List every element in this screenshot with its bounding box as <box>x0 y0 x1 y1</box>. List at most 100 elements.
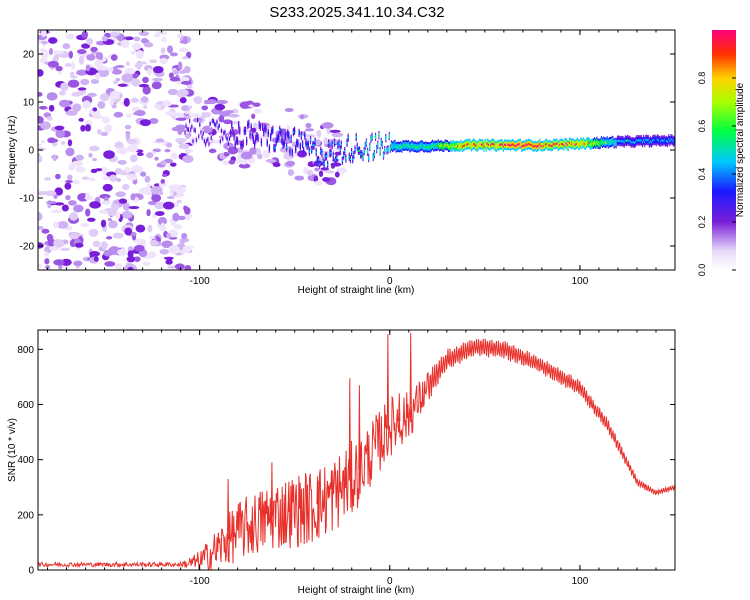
spectrogram-xtick-label: 100 <box>572 276 589 287</box>
noise-blob <box>329 129 341 133</box>
ridge-core <box>662 139 664 142</box>
ridge-core <box>552 142 555 145</box>
noise-blob <box>40 121 51 130</box>
noise-blob <box>110 202 120 212</box>
ridge-core <box>257 137 259 140</box>
ridge-core <box>353 154 355 157</box>
ridge-core <box>502 145 504 148</box>
ridge-core <box>588 141 590 144</box>
noise-blob <box>73 260 83 267</box>
noise-blob <box>64 182 72 190</box>
ridge-core <box>346 141 348 144</box>
noise-blob <box>118 198 128 204</box>
noise-blob <box>252 102 261 107</box>
ridge-core <box>446 144 449 147</box>
noise-blob <box>177 89 189 97</box>
ridge-core <box>355 136 357 139</box>
ridge-core <box>620 140 622 143</box>
ridge-core <box>404 144 406 147</box>
ridge-core <box>380 141 382 144</box>
ridge-core <box>248 122 250 125</box>
noise-blob <box>77 87 87 91</box>
ridge-core <box>429 146 431 149</box>
noise-blob <box>117 83 128 87</box>
noise-blob <box>113 111 124 118</box>
ridge-core <box>647 138 649 141</box>
ridge-core <box>606 140 608 143</box>
noise-blob <box>227 113 240 118</box>
ridge-core <box>551 144 553 147</box>
noise-blob <box>100 241 108 250</box>
noise-blob <box>174 202 180 208</box>
ridge-core <box>271 130 273 133</box>
ridge-core <box>494 145 496 148</box>
noise-blob <box>92 114 103 119</box>
colorbar-axes: 0.0 0.2 0.4 0.6 0.8 <box>697 72 736 276</box>
ridge-core <box>438 145 441 148</box>
ridge-core <box>374 135 377 138</box>
noise-blob <box>72 179 80 185</box>
ridge-core <box>640 139 642 142</box>
ridge-core <box>519 142 522 145</box>
noise-blob <box>71 160 84 167</box>
noise-blob <box>147 224 153 233</box>
ridge-core <box>212 120 215 123</box>
noise-blob <box>130 98 139 103</box>
snr-ytick-label: 400 <box>17 455 34 466</box>
noise-blob <box>125 132 131 142</box>
noise-blob <box>316 129 322 138</box>
noise-blob <box>70 61 75 70</box>
ridge-core <box>379 150 381 153</box>
noise-blob <box>89 145 100 152</box>
ridge-core <box>316 159 318 162</box>
ridge-core <box>644 140 646 143</box>
noise-blob <box>40 49 49 59</box>
noise-blob <box>135 224 146 233</box>
ridge-core <box>573 143 575 146</box>
noise-blob <box>109 98 115 106</box>
ridge-core <box>185 124 187 127</box>
ridge-core <box>376 148 378 151</box>
ridge-core <box>425 145 427 148</box>
noise-blob <box>160 222 166 230</box>
ridge-core <box>387 148 389 151</box>
noise-blob <box>152 77 164 82</box>
noise-blob <box>323 137 328 145</box>
ridge-core <box>460 143 462 146</box>
ridge-core <box>386 149 388 152</box>
ridge-core <box>337 144 339 147</box>
ridge-core <box>206 140 208 143</box>
ridge-core <box>198 135 200 138</box>
ridge-core <box>388 135 390 138</box>
noise-blob <box>124 124 132 130</box>
spectrogram-ytick-label: -10 <box>20 194 35 205</box>
ridge-core <box>629 140 631 143</box>
ridge-core <box>517 143 519 146</box>
noise-blob <box>95 72 100 81</box>
ridge-core <box>638 139 640 142</box>
ridge-core <box>615 142 617 145</box>
ridge-core <box>385 137 387 140</box>
ridge-core <box>424 146 426 149</box>
ridge-core <box>554 143 556 146</box>
ridge-core <box>609 141 612 144</box>
ridge-core <box>230 132 232 135</box>
noise-blob <box>161 36 167 43</box>
ridge-core <box>233 135 235 138</box>
ridge-core <box>623 141 625 144</box>
ridge-core <box>362 155 364 158</box>
ridge-core <box>366 150 369 153</box>
noise-blob <box>178 143 190 150</box>
colorbar-tick-label: 0.8 <box>697 72 707 85</box>
noise-blob <box>115 77 121 82</box>
noise-blob <box>53 259 65 266</box>
noise-blob <box>117 159 127 165</box>
ridge-core <box>462 145 464 148</box>
noise-blob <box>65 110 78 116</box>
noise-blob <box>108 246 120 255</box>
noise-blob <box>169 162 177 167</box>
ridge-core <box>276 137 279 140</box>
noise-blob <box>149 235 156 240</box>
ridge-core <box>384 149 386 152</box>
ridge-core <box>481 143 483 146</box>
